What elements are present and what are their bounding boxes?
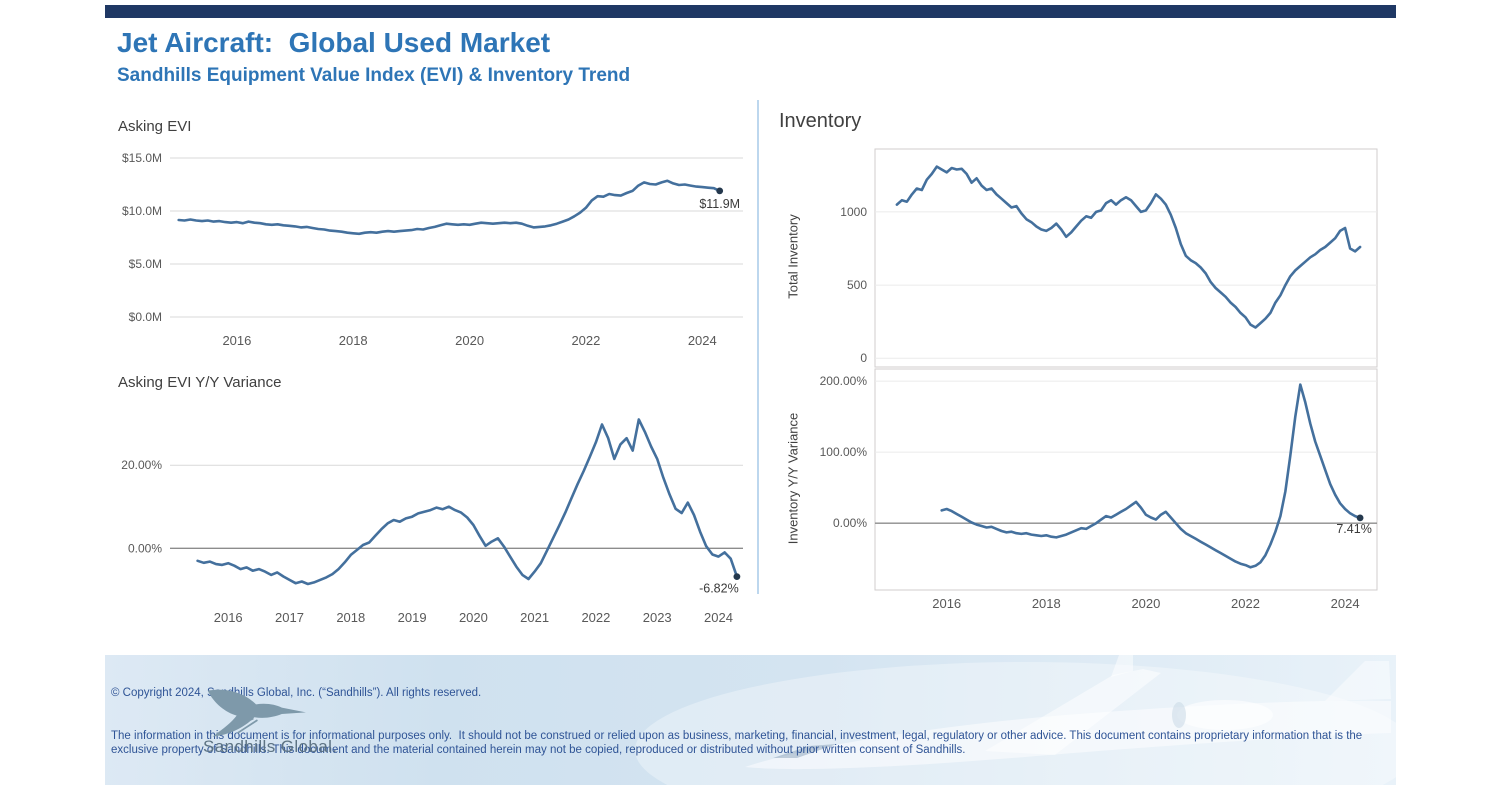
x-tick-label: 2016 [214,610,243,625]
logo-text: Sandhills Global. [203,737,338,756]
endpoint-label: -6.82% [699,582,739,596]
page-title: Jet Aircraft: Global Used Market [117,27,551,58]
x-tick-label: 2021 [520,610,549,625]
y-tick-label: 1000 [840,205,867,219]
y-tick-label: 0 [860,351,867,365]
y-tick-label: 200.00% [820,374,868,388]
y-tick-label: 0.00% [833,516,867,530]
asking-evi-chart: $15.0M $10.0M $5.0M $0.0M 2016 2018 2020 2022 20… [105,138,755,355]
plot-border [874,148,1378,368]
x-tick-label: 2018 [339,333,368,348]
asking-evi-plot: $15.0M $10.0M $5.0M $0.0M 2016 2018 2020 2022 20… [122,151,743,348]
x-tick-label: 2019 [398,610,427,625]
y-tick-label: $5.0M [129,257,162,271]
plot-border [874,368,1378,591]
x-tick-label: 2020 [459,610,488,625]
endpoint-dot [716,187,724,195]
x-tick-label: 2024 [1331,596,1360,611]
asking-evi-yy-plot: 20.00% 0.00% 2016 2017 2018 2019 2020 2021 2022 2… [121,418,743,625]
x-tick-label: 2023 [643,610,672,625]
inventory-yy-plot: 200.00% 100.00% 0.00% 2016 2018 2020 2022 2024 7… [820,368,1378,611]
y-tick-label: $10.0M [122,204,162,218]
endpoint-dot [733,573,741,580]
section-divider [757,100,759,594]
asking-evi-line [177,179,722,236]
header-bar [105,5,1396,18]
x-tick-label: 2020 [1131,596,1160,611]
y-tick-label: 0.00% [128,541,162,555]
disclaimer-text: The information in this document is for … [111,730,1366,757]
y-tick-label: 20.00% [121,458,162,472]
asking-evi-chart-title: Asking EVI [118,118,192,135]
x-tick-label: 2016 [932,596,961,611]
x-tick-label: 2020 [455,333,484,348]
x-tick-label: 2022 [581,610,610,625]
inventory-total-line [895,165,1362,329]
crane-bird-icon [207,689,306,737]
x-tick-label: 2018 [1032,596,1061,611]
inventory-yy-line [940,383,1362,569]
sandhills-global-logo: Sandhills Global. [167,681,377,757]
endpoint-label: $11.9M [699,197,740,211]
asking-evi-variance-chart-title: Asking EVI Y/Y Variance [118,374,282,391]
y-tick-label: 500 [847,278,867,292]
x-tick-label: 2024 [688,333,717,348]
footer-band: © Copyright 2024, Sandhills Global, Inc.… [105,655,1396,785]
endpoint-label: 7.41% [1336,522,1371,536]
y-tick-label: 100.00% [820,445,868,459]
inventory-variance-chart: 200.00% 100.00% 0.00% 2016 2018 2020 2022 2024 7… [780,368,1380,615]
endpoint-dot [1356,514,1364,522]
asking-evi-variance-chart: 20.00% 0.00% 2016 2017 2018 2019 2020 2021 2022 2… [105,398,755,638]
x-tick-label: 2016 [222,333,251,348]
x-tick-label: 2022 [1231,596,1260,611]
jet-aircraft-image [635,655,1396,785]
y-tick-label: $0.0M [129,310,162,324]
footer-legal-text: © Copyright 2024, Sandhills Global, Inc.… [111,658,1393,785]
y-tick-label: $15.0M [122,151,162,165]
inventory-section-title: Inventory [779,110,862,132]
total-inventory-chart: 1000 500 0 [780,148,1380,368]
inventory-total-plot: 1000 500 0 [840,148,1378,368]
x-tick-label: 2022 [571,333,600,348]
asking-evi-yy-line [196,418,739,586]
page-subtitle: Sandhills Equipment Value Index (EVI) & … [117,65,631,86]
x-tick-label: 2017 [275,610,304,625]
x-tick-label: 2024 [704,610,733,625]
x-tick-label: 2018 [336,610,365,625]
copyright-line: © Copyright 2024, Sandhills Global, Inc.… [111,687,482,700]
